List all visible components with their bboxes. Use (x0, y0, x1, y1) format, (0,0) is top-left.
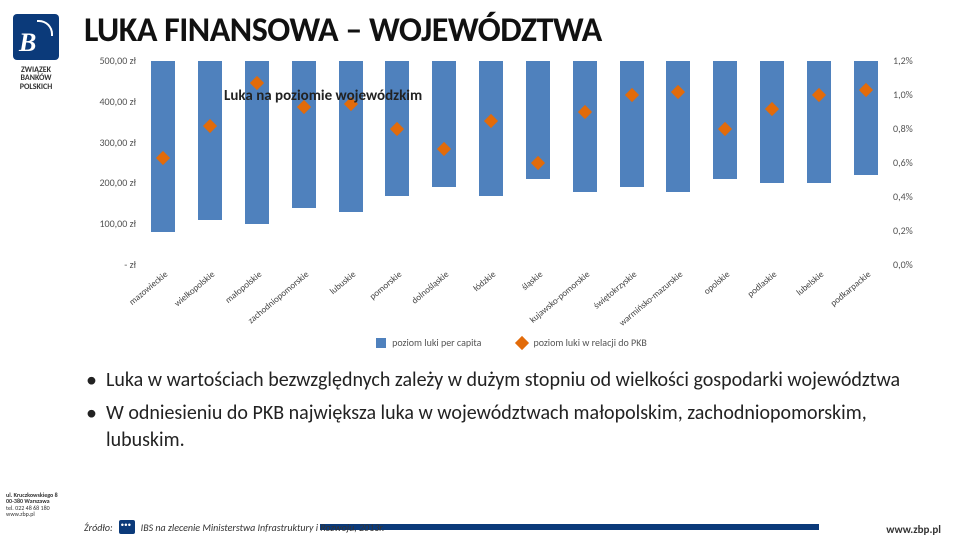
legend-bar: poziom luki per capita (376, 336, 481, 349)
x-label: lubuskie (327, 265, 374, 329)
footer-divider (320, 524, 819, 530)
bar-slot (421, 61, 468, 265)
y2-tick: 0,6% (893, 156, 939, 169)
bar (339, 61, 363, 212)
main: LUKA FINANSOWA – WOJEWÓDZTWA Luka na poz… (84, 10, 939, 510)
source-text: IBS na zlecenie Ministerstwa Infrastrukt… (141, 521, 385, 534)
bar-slot (842, 61, 889, 265)
x-label: opolskie (702, 265, 749, 329)
y2-tick: 0,2% (893, 224, 939, 237)
bar-slot (702, 61, 749, 265)
y1-tick: 500,00 zł (84, 54, 136, 67)
footer-url: www.zbp.pl (886, 523, 941, 536)
legend-bar-label: poziom luki per capita (392, 336, 481, 349)
bar-slot (140, 61, 187, 265)
bullet-item: W odniesieniu do PKB największa luka w w… (84, 400, 939, 454)
bar (198, 61, 222, 220)
bullets: Luka w wartościach bezwzględnych zależy … (84, 367, 939, 454)
bar (432, 61, 456, 187)
addr-l4: www.zbp.pl (6, 510, 35, 518)
y1-tick: 400,00 zł (84, 95, 136, 108)
bar (292, 61, 316, 208)
bar (573, 61, 597, 192)
bar (854, 61, 878, 175)
x-label: zachodniopomorskie (280, 265, 327, 329)
bar-slot (561, 61, 608, 265)
y2-tick: 0,8% (893, 122, 939, 135)
bar-slot (749, 61, 796, 265)
bar (620, 61, 644, 187)
bar-slot (515, 61, 562, 265)
bar (666, 61, 690, 192)
source: Źródło: IBS na zlecenie Ministerstwa Inf… (84, 520, 384, 534)
x-axis: mazowieckiewielkopolskiemałopolskiezacho… (140, 265, 889, 329)
bar (807, 61, 831, 183)
org-name-l3: POLSKICH (20, 83, 53, 91)
legend-marker-label: poziom luki w relacji do PKB (533, 336, 646, 349)
bar-slot (608, 61, 655, 265)
y1-tick: 100,00 zł (84, 217, 136, 230)
x-label: dolnośląskie (421, 265, 468, 329)
y2-tick: 0,4% (893, 190, 939, 203)
bar-slot (795, 61, 842, 265)
y1-tick: 200,00 zł (84, 176, 136, 189)
legend: poziom luki per capita poziom luki w rel… (84, 336, 939, 349)
y2-tick: 0,0% (893, 258, 939, 271)
ibs-logo-icon (119, 520, 135, 534)
legend-bar-swatch (376, 338, 386, 348)
legend-marker: poziom luki w relacji do PKB (517, 336, 646, 349)
org-logo-icon (13, 14, 59, 60)
page-title: LUKA FINANSOWA – WOJEWÓDZTWA (84, 10, 939, 51)
bar-slot (655, 61, 702, 265)
y2-tick: 1,0% (893, 88, 939, 101)
bar (479, 61, 503, 196)
x-label: podlaskie (749, 265, 796, 329)
bar-slot (468, 61, 515, 265)
org-address: ul. Kruczkowskiego 8 00-380 Warszawa tel… (6, 492, 58, 518)
y2-tick: 1,2% (893, 54, 939, 67)
bar (713, 61, 737, 179)
chart: Luka na poziomie wojewódzkim - zł 100,00 … (84, 61, 939, 329)
source-label: Źródło: (84, 521, 113, 534)
chart-title: Luka na poziomie wojewódzkim (224, 87, 422, 105)
x-label: łódzkie (468, 265, 515, 329)
bar (151, 61, 175, 232)
sidebar: ZWIĄZEK BANKÓW POLSKICH (0, 0, 72, 91)
x-label: podkarpackie (842, 265, 889, 329)
x-label: warmińsko-mazurskie (655, 265, 702, 329)
bar (760, 61, 784, 183)
org-name: ZWIĄZEK BANKÓW POLSKICH (20, 66, 53, 91)
legend-marker-swatch (515, 335, 529, 349)
y1-tick: - zł (84, 258, 136, 271)
y1-tick: 300,00 zł (84, 136, 136, 149)
bullet-item: Luka w wartościach bezwzględnych zależy … (84, 367, 939, 394)
